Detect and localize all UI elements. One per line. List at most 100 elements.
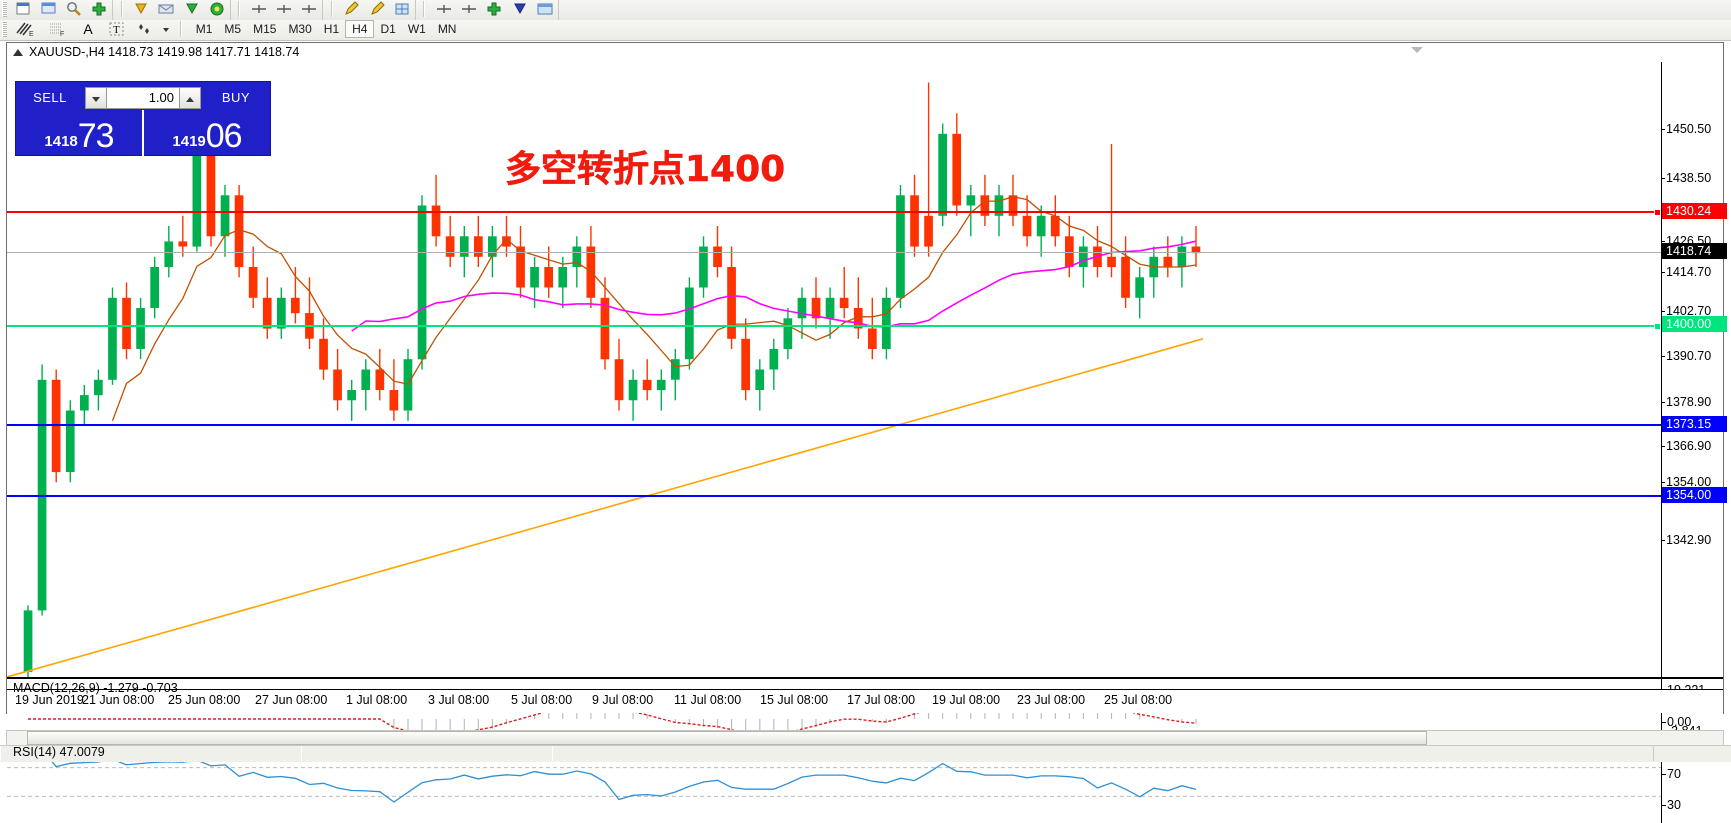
timeframe-h1[interactable]: H1: [323, 22, 340, 36]
time-scale[interactable]: 19 Jun 2019 21 Jun 08:00 25 Jun 08:00 27 Ju…: [7, 689, 1723, 713]
level-drag-handle[interactable]: [1654, 323, 1661, 330]
one-click-trading-panel[interactable]: SELL 1.00 BUY 1418 73 1: [15, 81, 271, 156]
hline4-icon[interactable]: [433, 0, 455, 18]
arrow-up-icon: [186, 96, 194, 102]
hline2-icon[interactable]: [273, 0, 295, 18]
sell-price-minor: 73: [77, 117, 115, 155]
chart-symbol-info: XAUUSD-,H4 1418.73 1419.98 1417.71 1418.…: [29, 45, 300, 59]
new-chart-icon[interactable]: [12, 0, 34, 18]
timeframe-mn[interactable]: MN: [437, 22, 457, 36]
time-label: 21 Jun 08:00: [82, 693, 155, 707]
price-tick: 1450.50: [1661, 122, 1712, 136]
timeframe-m1[interactable]: M1: [195, 22, 213, 36]
toolbar-group-lines: [248, 0, 324, 20]
pencil-yellow-icon[interactable]: [340, 0, 362, 18]
volume-increment-button[interactable]: [179, 86, 201, 109]
calendar-icon[interactable]: [534, 0, 556, 18]
level-line-1430-24[interactable]: [7, 211, 1661, 213]
indicator-tick: 0.00: [1661, 715, 1692, 729]
svg-text:E: E: [29, 31, 34, 38]
toolbar-separator-3: [330, 1, 333, 17]
level-line-1400-00[interactable]: [7, 325, 1661, 327]
volume-stepper[interactable]: 1.00: [85, 86, 201, 109]
chevron-down-icon[interactable]: [159, 20, 173, 38]
shield-blue-icon[interactable]: [509, 0, 531, 18]
trade-panel-top-row: SELL 1.00 BUY: [16, 82, 270, 110]
price-plot-area[interactable]: 多空转折点1400 SELL 1.00 BUY 1418: [7, 62, 1661, 677]
level-drag-handle[interactable]: [1654, 209, 1661, 216]
timeframe-d1[interactable]: D1: [380, 22, 396, 36]
open-chart-icon[interactable]: [38, 0, 60, 18]
time-label: 25 Jun 08:00: [168, 693, 241, 707]
time-label: 3 Jul 08:00: [428, 693, 490, 707]
macd-label: MACD(12,26,9) -1.279 -0.703: [13, 681, 178, 695]
sell-label: SELL: [19, 90, 81, 105]
zoom-search-icon[interactable]: [63, 0, 85, 18]
sell-button[interactable]: 1418 73: [16, 110, 142, 156]
restore-window-icon[interactable]: [1411, 47, 1423, 53]
pencil-yellow2-icon[interactable]: [366, 0, 388, 18]
level-line-1354-00[interactable]: [7, 495, 1661, 497]
status-cell-3: [552, 746, 1654, 761]
timeframe-h4[interactable]: H4: [345, 20, 375, 38]
volume-input[interactable]: 1.00: [107, 86, 179, 109]
timeframe-m5[interactable]: M5: [224, 22, 242, 36]
timeframe-separator: [180, 21, 183, 37]
timeframe-w1[interactable]: W1: [407, 22, 426, 36]
timeframe-m30[interactable]: M30: [288, 22, 312, 36]
indicator-tick: 30: [1662, 798, 1681, 812]
arrow-down-green-icon[interactable]: [181, 0, 203, 18]
price-tick: 1414.70: [1661, 265, 1712, 279]
buy-label: BUY: [205, 90, 267, 105]
price-badge: 1373.15: [1662, 416, 1727, 432]
timeframe-m15[interactable]: M15: [253, 22, 277, 36]
svg-text:T: T: [113, 24, 120, 36]
hline-icon[interactable]: [248, 0, 270, 18]
objects-timeframe-toolbar: E F A T M1 M5 M15 M30 H1 H4 D1 W1 MN: [0, 20, 1731, 41]
grid-icon[interactable]: [391, 0, 413, 18]
add-indicator-icon[interactable]: [88, 0, 110, 18]
chart-annotation-text: 多空转折点1400: [505, 149, 786, 191]
buy-button[interactable]: 1419 06: [142, 110, 270, 156]
chart-horizontal-scrollbar[interactable]: [6, 730, 1724, 746]
text-label-icon[interactable]: T: [104, 20, 130, 38]
plus-green2-icon[interactable]: [483, 0, 505, 18]
time-label: 23 Jul 08:00: [1017, 693, 1086, 707]
collapse-triangle-icon[interactable]: [13, 49, 23, 57]
buy-price-minor: 06: [205, 117, 243, 155]
time-label: 27 Jun 08:00: [255, 693, 328, 707]
hline5-icon[interactable]: [458, 0, 480, 18]
chart-window[interactable]: XAUUSD-,H4 1418.73 1419.98 1417.71 1418.…: [6, 42, 1727, 823]
envelope-icon[interactable]: [155, 0, 177, 18]
price-tick: 1390.70: [1661, 349, 1712, 363]
time-label: 17 Jul 08:00: [847, 693, 916, 707]
time-label: 5 Jul 08:00: [511, 693, 573, 707]
objects-toolbar-grip[interactable]: [2, 21, 7, 37]
status-bar: [0, 745, 1731, 762]
toolbar-grip[interactable]: [2, 1, 7, 17]
arrow-down-yellow-icon[interactable]: [130, 0, 152, 18]
time-label: 15 Jul 08:00: [760, 693, 829, 707]
equidistant-channel-icon[interactable]: E: [12, 20, 40, 38]
time-label: 25 Jul 08:00: [1104, 693, 1173, 707]
toolbar-separator-4: [423, 1, 426, 17]
level-line-1418-74[interactable]: [7, 252, 1661, 253]
rsi-label: RSI(14) 47.0079: [13, 745, 105, 759]
main-toolbar: [0, 0, 1731, 21]
level-line-1373-15[interactable]: [7, 424, 1661, 426]
toolbar-group-file: [12, 0, 114, 20]
scrollbar-thumb[interactable]: [27, 731, 1427, 745]
fibonacci-icon[interactable]: F: [44, 20, 72, 38]
chart-header: XAUUSD-,H4 1418.73 1419.98 1417.71 1418.…: [7, 43, 1723, 62]
text-letter-icon[interactable]: A: [75, 20, 101, 38]
status-cell-2: [301, 746, 553, 761]
hline3-icon[interactable]: [298, 0, 320, 18]
price-scale[interactable]: 1450.50 1438.50 1426.50 1414.70 1402.70 1390.…: [1661, 62, 1727, 677]
volume-decrement-button[interactable]: [85, 86, 107, 109]
price-badge: 1400.00: [1662, 316, 1727, 332]
buy-price-major: 1419: [172, 133, 206, 150]
shapes-icon[interactable]: [134, 20, 156, 38]
toolbar-separator: [120, 1, 123, 17]
globe-green-icon[interactable]: [206, 0, 228, 18]
timeframe-group: M1 M5 M15 M30 H1 H4 D1 W1 MN: [190, 20, 463, 38]
